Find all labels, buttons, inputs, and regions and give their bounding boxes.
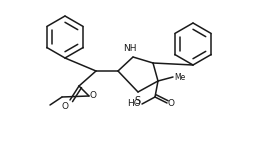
Text: O: O — [61, 102, 68, 111]
Text: Me: Me — [174, 73, 185, 82]
Text: O: O — [168, 98, 175, 107]
Text: NH: NH — [123, 44, 137, 53]
Text: O: O — [90, 91, 97, 100]
Text: HO: HO — [127, 100, 141, 108]
Text: S: S — [134, 96, 140, 106]
